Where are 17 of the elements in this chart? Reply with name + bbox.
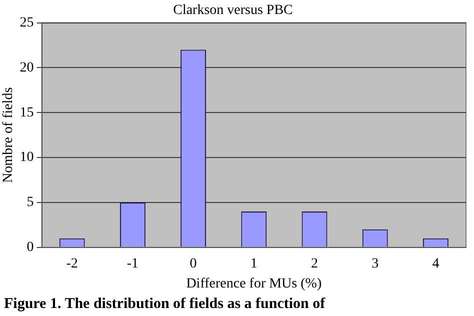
x-tick-label: 3 (372, 256, 379, 272)
x-tick-label: -1 (126, 256, 139, 272)
x-axis-title: Difference for MUs (%) (186, 276, 322, 292)
y-tick-label: 15 (20, 105, 34, 120)
chart-title: Clarkson versus PBC (173, 3, 293, 18)
y-tick-label: 20 (20, 60, 34, 76)
x-tick-label: -2 (66, 256, 78, 272)
caption: Figure 1. The distribution of fields as a function of (4, 296, 326, 313)
x-tick-label: 0 (190, 256, 197, 272)
y-axis-title: Nombre of fields (1, 87, 16, 183)
y-tick-label: 5 (26, 195, 34, 210)
y-tick-label: 0 (26, 240, 34, 256)
x-tick-label: 2 (311, 256, 318, 272)
x-tick-label: 1 (250, 256, 258, 272)
y-tick-label: 10 (20, 150, 34, 166)
y-tick-label: 25 (20, 15, 34, 30)
x-tick-label: 4 (432, 256, 440, 272)
